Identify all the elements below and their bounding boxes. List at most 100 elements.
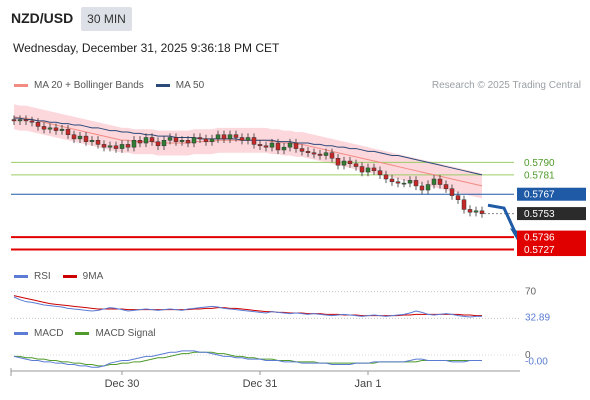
macd-line <box>13 350 482 368</box>
rsi-ma-legend-label: 9MA <box>82 271 104 282</box>
candle <box>377 170 383 176</box>
candle <box>371 167 377 171</box>
timeframe-selector[interactable]: 30 MIN <box>81 7 132 31</box>
candle <box>197 137 203 140</box>
x-tick-label: Jan 1 <box>355 378 382 390</box>
candle <box>401 182 407 185</box>
macd-signal-legend-label: MACD Signal <box>95 328 156 339</box>
candle <box>323 152 329 156</box>
price-legend: MA 20 + Bollinger Bands MA 50 <box>14 80 216 91</box>
candle <box>431 178 437 185</box>
candle <box>461 199 467 210</box>
candle <box>365 167 371 173</box>
last-price-tag-bg <box>517 207 586 221</box>
ma20-legend-swatch <box>14 84 28 87</box>
candle <box>125 144 131 148</box>
candle <box>329 152 335 159</box>
candle <box>479 210 485 214</box>
candle <box>173 137 179 142</box>
price-level-label: 0.5781 <box>524 170 555 181</box>
rsi-legend-swatch <box>14 275 28 278</box>
timestamp: Wednesday, December 31, 2025 9:36:18 PM … <box>13 41 280 55</box>
rsi-legend: RSI 9MA <box>14 271 115 282</box>
candle <box>113 145 119 149</box>
candle <box>23 119 29 122</box>
candle <box>275 142 281 151</box>
ma50-legend-swatch <box>155 84 170 87</box>
macd-last-value: -0.00 <box>525 356 548 367</box>
candle <box>443 184 449 189</box>
symbol-title: NZD/USD <box>11 10 74 26</box>
candle <box>203 138 209 142</box>
candle <box>353 163 359 167</box>
candle <box>95 140 101 145</box>
candle <box>407 180 413 184</box>
candle <box>161 140 167 147</box>
candle <box>305 151 311 153</box>
rsi-last-value: 32.89 <box>525 312 550 323</box>
forecast-arrow <box>487 203 518 235</box>
candle <box>35 122 41 127</box>
candle <box>185 140 191 144</box>
candle <box>251 137 257 145</box>
candle <box>101 144 107 148</box>
candle <box>209 138 215 142</box>
candle <box>83 135 89 142</box>
candle <box>359 166 365 173</box>
candle <box>395 181 401 184</box>
candle <box>311 152 317 155</box>
candle <box>137 140 143 144</box>
candle <box>143 137 149 144</box>
candle <box>131 140 137 148</box>
candle <box>257 144 263 147</box>
candle <box>317 153 323 156</box>
candle <box>149 137 155 142</box>
candle <box>299 148 305 152</box>
candle <box>89 140 95 142</box>
candle <box>29 120 35 123</box>
candle <box>281 146 287 151</box>
candle <box>65 128 71 135</box>
candle <box>227 134 233 140</box>
candle <box>221 134 227 140</box>
last-price-tag: 0.5753 <box>524 209 555 220</box>
ma50-legend-label: MA 50 <box>175 80 205 91</box>
bollinger-band <box>14 104 482 199</box>
candle <box>53 127 59 131</box>
candle <box>59 128 65 131</box>
candle <box>191 137 197 144</box>
macd-legend-swatch <box>14 332 28 335</box>
candle <box>233 134 239 138</box>
rsi-ma-legend-swatch <box>62 275 77 278</box>
candle <box>287 142 293 148</box>
candle <box>341 160 347 166</box>
rsi-ma-line <box>13 295 482 317</box>
candle <box>167 137 173 141</box>
rsi-line <box>13 296 482 318</box>
candle <box>119 144 125 149</box>
candle <box>425 184 431 191</box>
candle <box>107 145 113 148</box>
candle <box>245 137 251 141</box>
macd-legend-label: MACD <box>34 328 64 339</box>
pivot-price-tag: 0.5767 <box>524 190 555 201</box>
candle <box>17 119 23 122</box>
price-level-label: 0.5790 <box>524 158 555 169</box>
candle <box>41 126 47 130</box>
support-price-tag: 0.5736 <box>524 233 555 244</box>
candle <box>473 210 479 213</box>
candle <box>239 137 245 141</box>
rsi-ref-label: 70 <box>525 287 537 298</box>
x-tick-label: Dec 31 <box>243 378 278 390</box>
candle <box>155 141 161 147</box>
candle <box>413 180 419 187</box>
pivot-price-tag-bg <box>517 187 586 201</box>
candle <box>71 134 77 140</box>
candle <box>467 209 473 213</box>
candle <box>437 178 443 185</box>
candle <box>77 135 83 140</box>
macd-legend: MACD MACD Signal <box>14 328 167 339</box>
macd-signal-legend-swatch <box>75 332 90 335</box>
candle <box>11 119 17 122</box>
